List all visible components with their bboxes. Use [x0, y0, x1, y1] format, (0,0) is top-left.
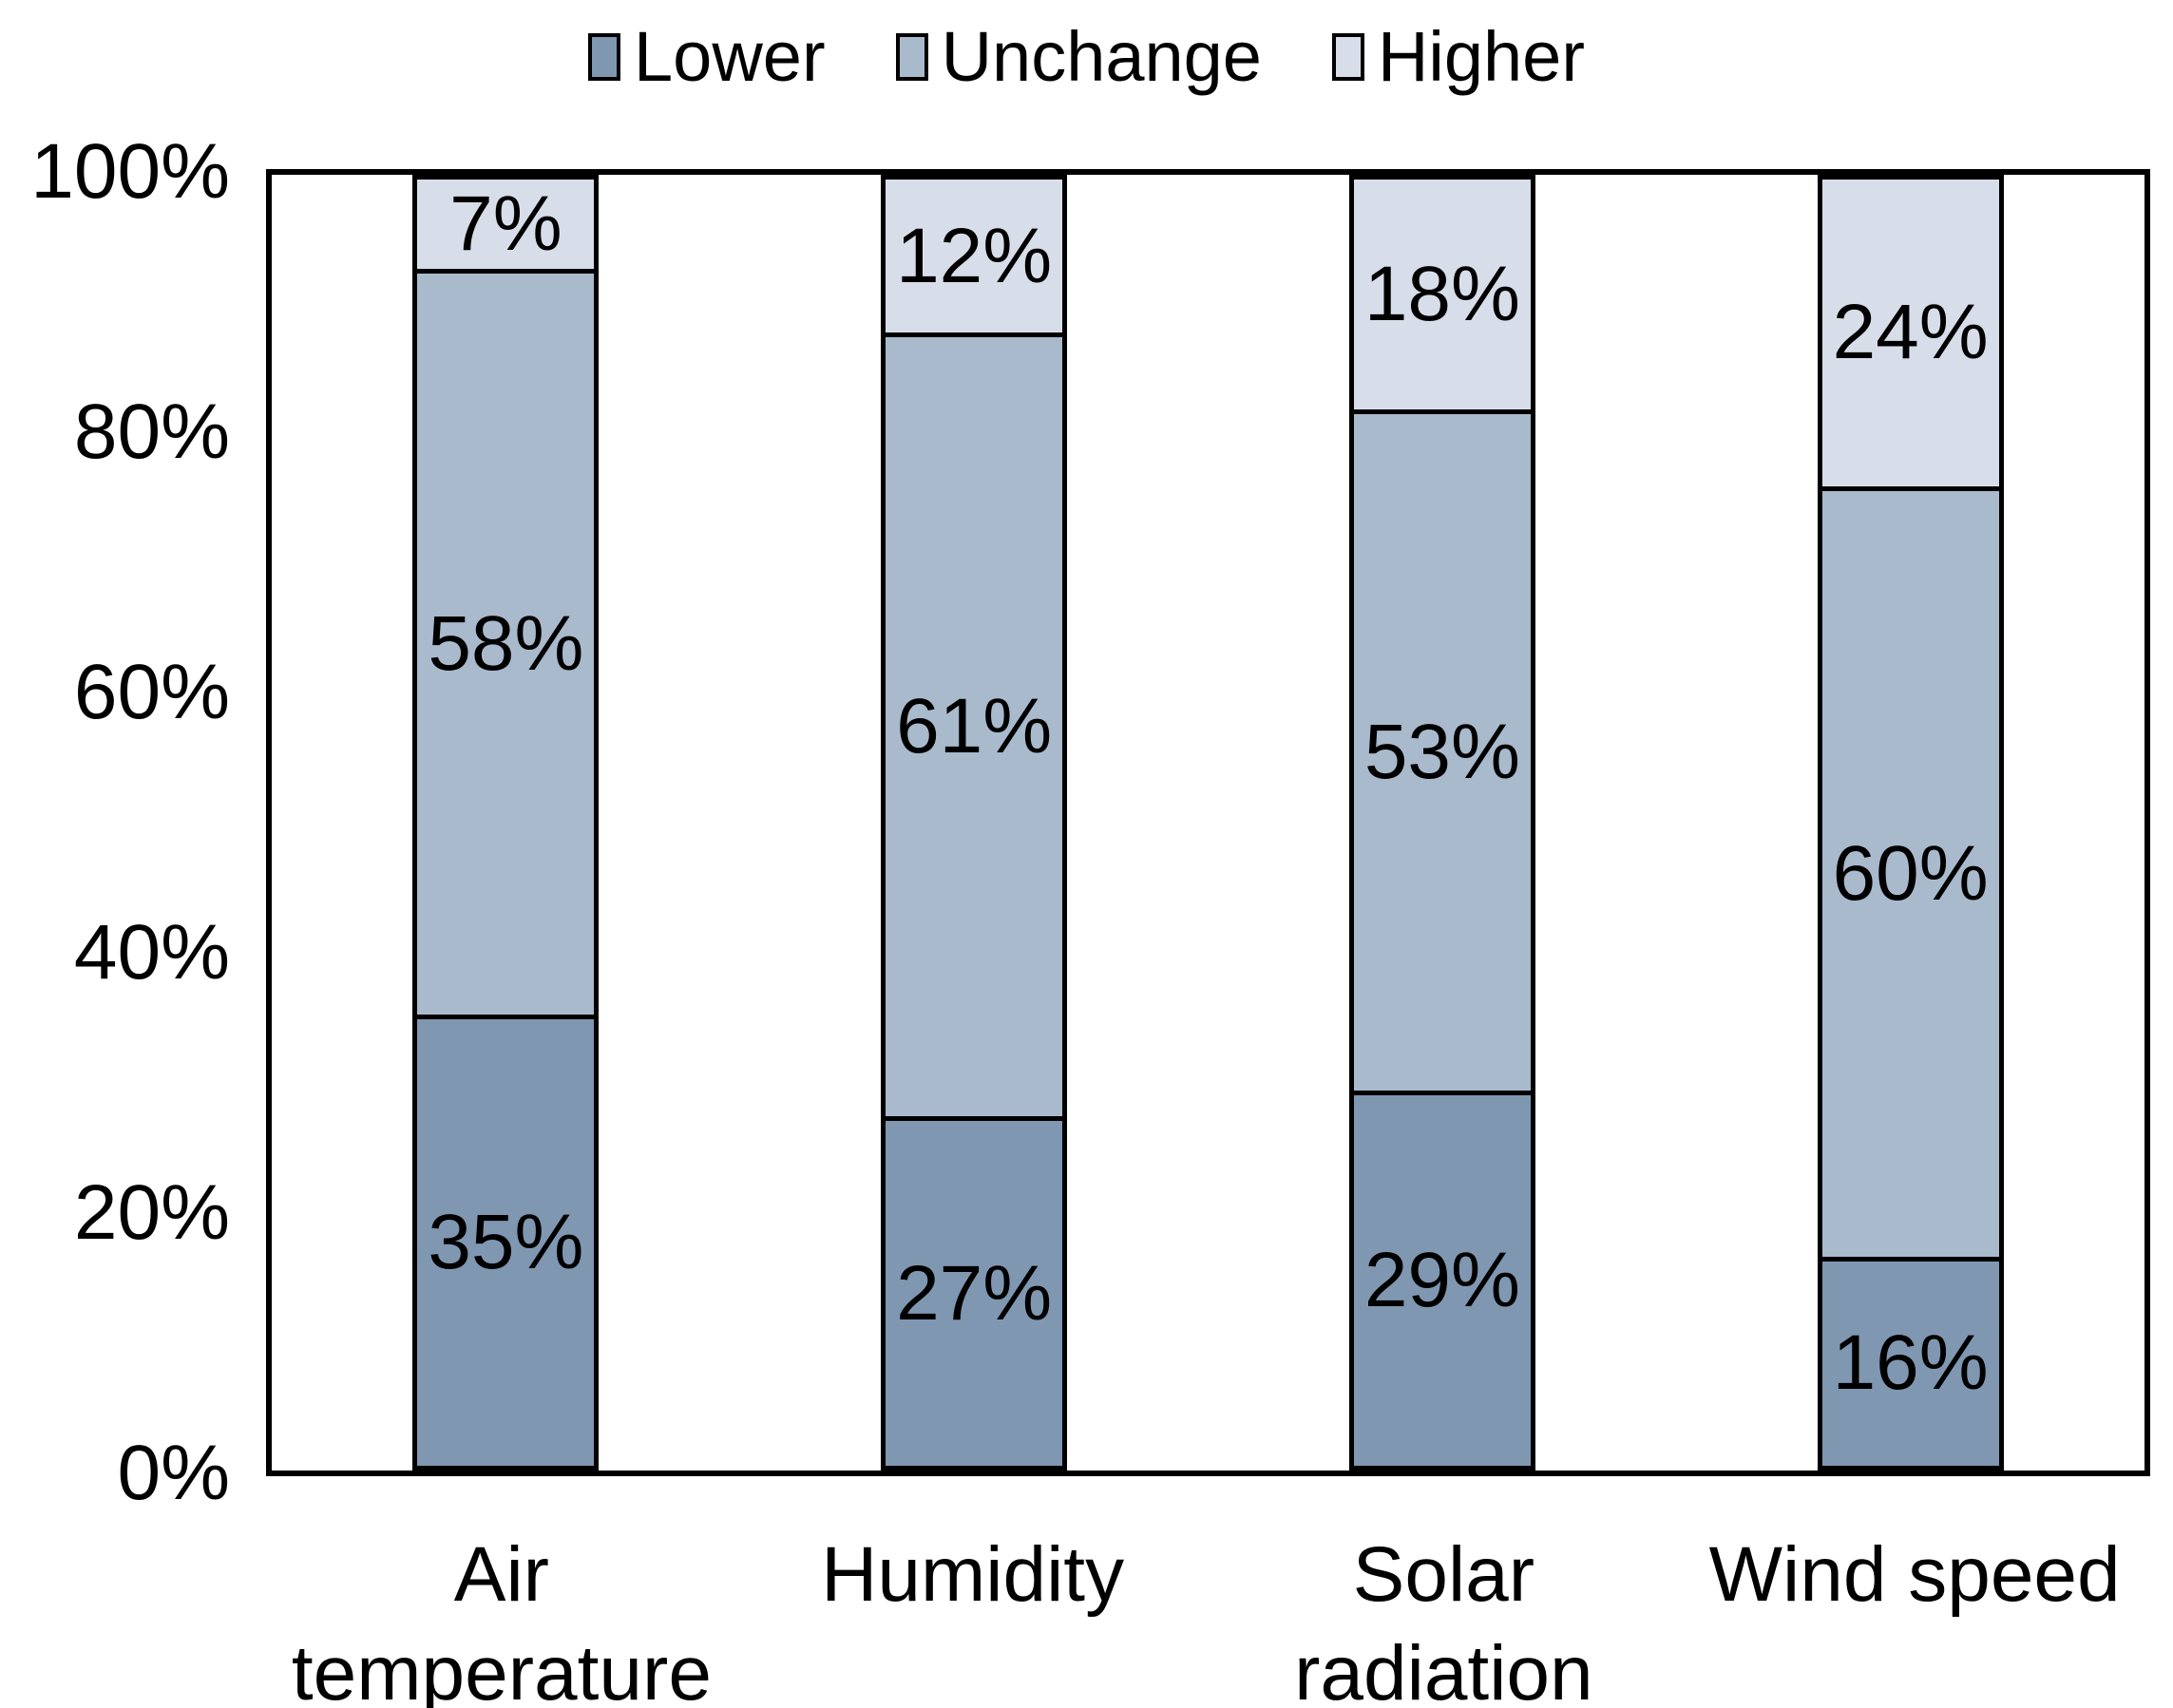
- bar-segment-value-label: 61%: [896, 683, 1053, 770]
- stacked-bar: 24% 60% 16%: [1817, 175, 2004, 1471]
- y-axis-tick-labels: 100% 80% 60% 40% 20% 0%: [0, 133, 230, 1512]
- x-category-label: Wind speed: [1708, 1531, 2121, 1618]
- legend-item-lower: Lower: [588, 22, 826, 92]
- y-tick-label: 60%: [73, 649, 230, 735]
- bar-segment-value-label: 58%: [428, 599, 584, 687]
- legend-item-higher: Higher: [1331, 17, 1585, 96]
- bar-segment-value-label: 24%: [1832, 289, 1989, 376]
- y-tick-label: 80%: [73, 389, 230, 475]
- legend-swatch-icon: [588, 33, 621, 81]
- stacked-bar: 18% 53% 29%: [1348, 175, 1535, 1471]
- y-tick-label: 0%: [117, 1430, 230, 1516]
- bar-segment-lower: 35%: [417, 1014, 595, 1466]
- bar-segment-lower: 16%: [1821, 1256, 1999, 1467]
- bar-segment-value-label: 16%: [1832, 1319, 1989, 1407]
- bar-segment-unchange: 60%: [1821, 485, 1999, 1257]
- legend-swatch-icon: [1331, 33, 1364, 81]
- bar-segment-higher: 7%: [417, 180, 595, 270]
- legend-label: Higher: [1377, 17, 1585, 96]
- bar-segment-value-label: 27%: [896, 1249, 1053, 1337]
- x-category-label: Solar radiation: [1294, 1531, 1593, 1708]
- plot-area: 7% 58% 35% 12% 61% 27% 18% 53% 29% 24% 60% 16%: [266, 169, 2150, 1476]
- x-axis-category-labels: Air temperature Humidity Solar radiation Wi…: [266, 1526, 2150, 1708]
- bar-segment-higher: 18%: [1353, 180, 1531, 409]
- bar-segment-value-label: 7%: [449, 180, 562, 268]
- stacked-bar: 12% 61% 27%: [881, 175, 1068, 1471]
- bar-segment-unchange: 53%: [1353, 408, 1531, 1091]
- x-category-label: Air temperature: [291, 1531, 712, 1708]
- legend-label: Unchange: [941, 17, 1262, 96]
- y-tick-label: 20%: [73, 1169, 230, 1256]
- x-category-label: Humidity: [821, 1531, 1125, 1618]
- bar-segment-value-label: 60%: [1832, 829, 1989, 917]
- bar-segment-value-label: 18%: [1363, 250, 1520, 337]
- bar-segment-value-label: 29%: [1363, 1237, 1520, 1324]
- bar-segment-higher: 24%: [1821, 180, 1999, 486]
- stacked-bar: 7% 58% 35%: [412, 175, 600, 1471]
- bar-segment-lower: 27%: [886, 1116, 1063, 1466]
- legend-item-unchange: Unchange: [895, 17, 1262, 96]
- chart-legend: Lower Unchange Higher: [0, 9, 2173, 104]
- bar-segment-unchange: 58%: [417, 269, 595, 1015]
- bar-segment-higher: 12%: [886, 180, 1063, 333]
- y-tick-label: 100%: [30, 128, 230, 215]
- bar-segment-unchange: 61%: [886, 332, 1063, 1117]
- bar-segment-value-label: 35%: [428, 1198, 584, 1285]
- bar-segment-lower: 29%: [1353, 1091, 1531, 1466]
- legend-label: Lower: [634, 17, 826, 96]
- bar-segment-value-label: 53%: [1363, 709, 1520, 796]
- bar-segment-value-label: 12%: [896, 212, 1053, 299]
- legend-swatch-icon: [895, 33, 928, 81]
- y-tick-label: 40%: [73, 909, 230, 996]
